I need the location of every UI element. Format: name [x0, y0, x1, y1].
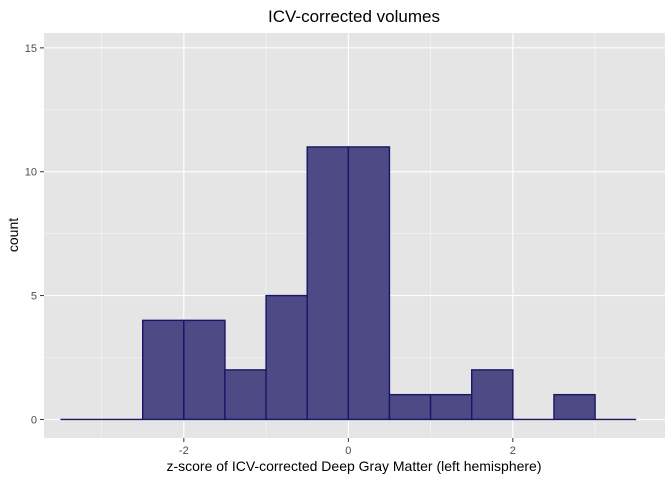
histogram-bar	[429, 393, 473, 421]
y-axis-ticks: 0 5 10 15	[25, 43, 44, 426]
histogram-bar	[471, 369, 514, 421]
histogram-bar	[347, 146, 391, 421]
histogram-bars	[60, 146, 637, 421]
x-axis-label: z-score of ICV-corrected Deep Gray Matte…	[166, 458, 541, 474]
x-tick-label: 0	[345, 445, 351, 457]
histogram-bar	[183, 319, 226, 421]
y-tick-label: 15	[25, 43, 37, 55]
y-tick-label: 5	[31, 291, 37, 303]
chart-title: ICV-corrected volumes	[268, 7, 440, 26]
y-axis-label: count	[5, 218, 21, 252]
histogram-bar	[142, 319, 185, 421]
x-tick-label: -2	[179, 445, 189, 457]
y-tick-label: 0	[31, 414, 37, 426]
histogram-bar	[553, 393, 596, 421]
histogram-bar	[265, 294, 308, 421]
x-axis-ticks: -2 0 2	[179, 438, 516, 457]
histogram-bar	[224, 369, 267, 421]
y-tick-label: 10	[25, 167, 37, 179]
x-tick-label: 2	[510, 445, 516, 457]
histogram-bar	[306, 146, 350, 421]
histogram-bar	[388, 393, 432, 421]
